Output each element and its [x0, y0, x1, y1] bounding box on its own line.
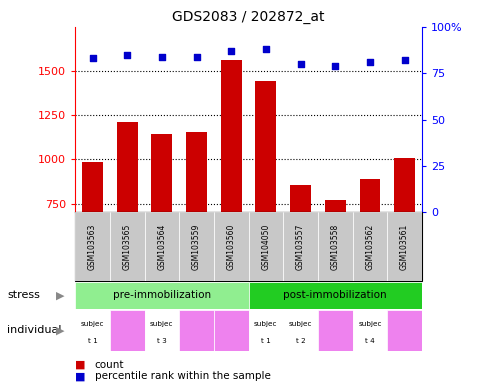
Text: subjec: subjec [358, 321, 381, 327]
Point [123, 51, 131, 58]
Bar [255, 81, 276, 212]
Text: subjec: subjec [81, 321, 104, 327]
Text: t 1: t 1 [260, 338, 270, 344]
Point [400, 57, 408, 63]
Bar [283, 212, 318, 281]
Bar [283, 310, 318, 351]
Point [192, 53, 200, 60]
Bar [179, 310, 213, 351]
Bar [186, 132, 207, 212]
Bar [318, 212, 352, 281]
Bar [248, 310, 283, 351]
Text: percentile rank within the sample: percentile rank within the sample [94, 371, 270, 381]
Text: post-immobilization: post-immobilization [283, 290, 386, 300]
Text: 4: 4 [194, 338, 198, 344]
Text: t 2: t 2 [295, 338, 305, 344]
Text: count: count [94, 360, 124, 370]
Point [331, 63, 338, 69]
Text: subjec: subjec [219, 321, 242, 327]
Text: ▶: ▶ [56, 325, 64, 335]
Text: 2: 2 [124, 338, 129, 344]
Bar [393, 157, 414, 212]
Bar [352, 310, 386, 351]
Text: t 4: t 4 [364, 338, 374, 344]
Bar [82, 162, 103, 212]
Text: t 1: t 1 [88, 338, 97, 344]
Text: stress: stress [7, 290, 40, 300]
Text: GSM104050: GSM104050 [261, 224, 270, 270]
Text: subjec: subjec [288, 321, 312, 327]
Text: pre-immobilization: pre-immobilization [113, 290, 211, 300]
Text: t 3: t 3 [157, 338, 166, 344]
Title: GDS2083 / 202872_at: GDS2083 / 202872_at [172, 10, 324, 25]
Text: individual: individual [7, 325, 61, 335]
Text: subjec: subjec [254, 321, 277, 327]
Bar [386, 212, 421, 281]
Text: subject: subject [321, 321, 348, 327]
Bar [144, 212, 179, 281]
Bar [248, 282, 421, 309]
Bar [109, 310, 144, 351]
Bar [213, 212, 248, 281]
Bar [213, 310, 248, 351]
Bar [324, 200, 345, 212]
Text: subject: subject [183, 321, 209, 327]
Text: GSM103560: GSM103560 [226, 224, 235, 270]
Bar [386, 310, 421, 351]
Text: GSM103559: GSM103559 [192, 224, 201, 270]
Point [261, 46, 269, 52]
Point [296, 61, 304, 67]
Text: ▶: ▶ [56, 290, 64, 300]
Bar [220, 60, 241, 212]
Text: GSM103557: GSM103557 [295, 224, 304, 270]
Text: subject: subject [114, 321, 140, 327]
Text: GSM103558: GSM103558 [330, 224, 339, 270]
Bar [117, 122, 137, 212]
Text: ■: ■ [75, 360, 86, 370]
Bar [144, 310, 179, 351]
Text: GSM103564: GSM103564 [157, 224, 166, 270]
Point [158, 53, 166, 60]
Text: t 5: t 5 [226, 338, 236, 344]
Bar [109, 212, 144, 281]
Bar [359, 179, 379, 212]
Bar [179, 212, 213, 281]
Bar [248, 212, 283, 281]
Text: GSM103563: GSM103563 [88, 224, 97, 270]
Bar [352, 212, 386, 281]
Bar [151, 134, 172, 212]
Point [89, 55, 96, 61]
Text: subjec: subjec [150, 321, 173, 327]
Bar [289, 185, 310, 212]
Bar [318, 310, 352, 351]
Text: ■: ■ [75, 371, 86, 381]
Text: 5: 5 [401, 338, 406, 344]
Point [227, 48, 235, 54]
Text: subject: subject [391, 321, 417, 327]
Bar [75, 212, 109, 281]
Bar [75, 282, 248, 309]
Point [365, 59, 373, 65]
Text: GSM103562: GSM103562 [364, 224, 374, 270]
Text: 3: 3 [332, 338, 337, 344]
Text: GSM103565: GSM103565 [122, 224, 132, 270]
Text: GSM103561: GSM103561 [399, 224, 408, 270]
Bar [75, 310, 109, 351]
